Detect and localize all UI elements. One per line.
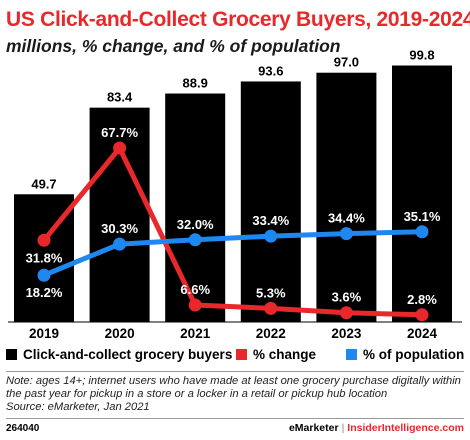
change-point-2023	[339, 306, 353, 320]
x-tick-label-2019: 2019	[29, 326, 59, 341]
change-line	[41, 145, 425, 318]
footnote: Note: ages 14+; internet users who have …	[6, 375, 468, 414]
legend-label-change: % change	[253, 347, 317, 362]
legend-item-change: % change	[236, 347, 316, 362]
legend-item-population: % of population	[346, 347, 464, 362]
population-label-2023: 34.4%	[328, 211, 365, 226]
population-point-2022	[264, 229, 278, 243]
population-point-2019	[37, 268, 51, 282]
note-divider	[6, 371, 464, 372]
brand-emarketer: eMarketer	[288, 422, 339, 434]
change-point-2019	[37, 233, 51, 247]
footer-brand: eMarketer | InsiderIntelligence.com	[289, 422, 464, 434]
brand-separator: |	[341, 422, 345, 434]
population-line	[41, 229, 425, 278]
bar-label-2023: 97.0	[334, 55, 359, 70]
x-tick-label-2023: 2023	[331, 326, 362, 341]
footnote-note: Note: ages 14+; internet users who have …	[6, 375, 461, 400]
change-point-2020	[113, 141, 127, 155]
change-label-2022: 5.3%	[256, 285, 286, 300]
population-point-2020	[113, 237, 127, 251]
brand-insider-intelligence: InsiderIntelligence.com	[347, 422, 464, 434]
bar-label-2020: 83.4	[107, 90, 133, 105]
legend-label-population: % of population	[363, 347, 465, 362]
chart-title: US Click-and-Collect Grocery Buyers, 201…	[6, 8, 470, 31]
x-tick-label-2024: 2024	[407, 326, 438, 341]
chart-id: 264040	[6, 423, 40, 434]
bar-label-2022: 93.6	[258, 63, 283, 78]
population-label-2024: 35.1%	[404, 209, 441, 224]
population-label-2021: 32.0%	[177, 217, 214, 232]
bar-2023	[316, 72, 377, 323]
footnote-source: Source: eMarketer, Jan 2021	[6, 401, 150, 413]
bar-2024	[392, 65, 452, 322]
chart-subtitle: millions, % change, and % of population	[6, 36, 341, 56]
x-tick-label-2022: 2022	[256, 326, 286, 341]
change-label-2019: 31.8%	[26, 250, 63, 265]
x-tick-label-2021: 2021	[180, 326, 211, 341]
bar-label-2024: 99.8	[409, 48, 434, 63]
chart-legend: Click-and-collect grocery buyers % chang…	[6, 347, 466, 367]
change-point-2021	[188, 298, 202, 312]
change-label-2024: 2.8%	[407, 292, 437, 307]
legend-label-bars: Click-and-collect grocery buyers	[23, 347, 233, 362]
change-label-2023: 3.6%	[332, 290, 362, 305]
footer-divider	[6, 418, 464, 419]
bar-label-2019: 49.7	[31, 176, 56, 191]
change-point-2024	[415, 308, 429, 322]
population-point-2021	[188, 233, 202, 247]
change-label-2021: 6.6%	[180, 282, 210, 297]
population-label-2022: 33.4%	[252, 213, 289, 228]
legend-swatch-population	[346, 349, 357, 360]
population-point-2024	[415, 225, 429, 239]
x-tick-label-2020: 2020	[105, 326, 135, 341]
change-label-2020: 67.7%	[101, 125, 138, 140]
change-point-2022	[264, 301, 278, 315]
legend-swatch-change	[236, 349, 247, 360]
legend-item-bars: Click-and-collect grocery buyers	[6, 347, 232, 362]
population-label-2020: 30.3%	[101, 221, 138, 236]
chart-plot: 49.7 83.4 88.9 93.6 97.0 99.8 2019 2020 2021 2022…	[8, 48, 462, 341]
bar-2021	[165, 93, 226, 322]
bar-2022	[240, 81, 301, 322]
bar-label-2021: 88.9	[183, 76, 208, 91]
population-label-2019: 18.2%	[26, 285, 63, 300]
legend-swatch-bars	[6, 349, 17, 360]
population-point-2023	[339, 227, 353, 241]
